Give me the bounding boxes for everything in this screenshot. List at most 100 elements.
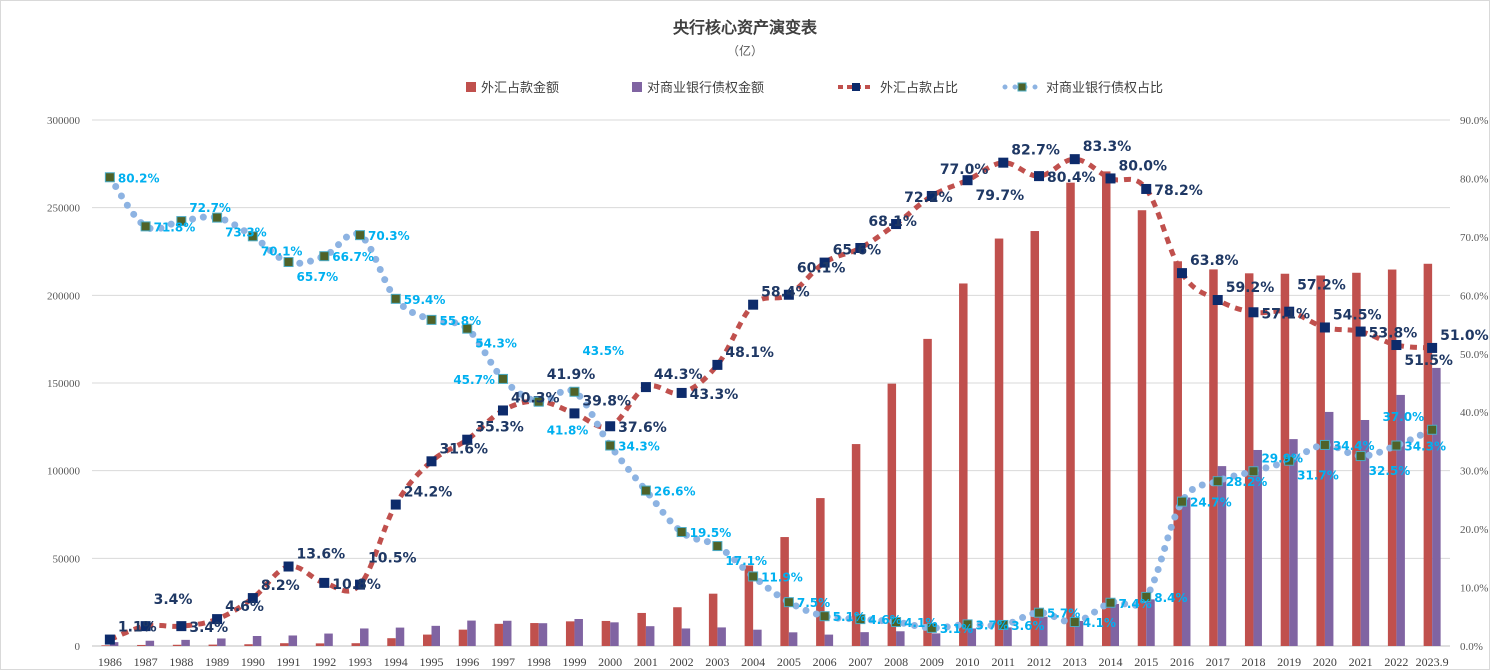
marker-claims-ratio xyxy=(891,617,902,628)
marker-claims-ratio xyxy=(605,440,616,451)
right-axis-tick: 20.0% xyxy=(1460,524,1488,536)
data-label-fx-ratio: 54.5% xyxy=(1333,307,1382,323)
data-label-fx-ratio: 3.4% xyxy=(189,620,228,636)
right-axis: 0.0% 10.0% 20.0% 30.0% 40.0% 50.0% 60.0% 70.0% 8… xyxy=(1460,115,1488,653)
bar-claims-amount xyxy=(1253,449,1262,646)
bar-claims-amount xyxy=(1217,466,1227,646)
bar-claims-amount xyxy=(431,625,440,646)
marker-claims-ratio xyxy=(998,619,1009,630)
left-axis-tick: 300000 xyxy=(47,115,81,127)
marker-fx-ratio xyxy=(819,257,830,268)
marker-fx-ratio xyxy=(1319,322,1330,333)
legend-label-fx-amount: 外汇占款金额 xyxy=(481,80,559,96)
data-label-claims-ratio: 4.6% xyxy=(868,613,901,627)
data-label-fx-ratio: 72.2% xyxy=(904,190,953,206)
bar-claims-amount xyxy=(788,632,798,646)
x-axis-tick: 2005 xyxy=(777,655,801,669)
bar-claims-amount xyxy=(931,633,941,646)
marker-claims-ratio xyxy=(712,541,723,552)
data-label-claims-ratio: 11.9% xyxy=(761,570,803,584)
bar-fx-amount xyxy=(494,623,503,646)
marker-fx-ratio xyxy=(1176,268,1187,279)
right-axis-tick: 60.0% xyxy=(1460,290,1488,302)
legend-swatch-fx-amount xyxy=(466,82,476,92)
data-label-claims-ratio: 26.6% xyxy=(654,485,696,499)
marker-fx-ratio xyxy=(712,359,723,370)
marker-fx-ratio xyxy=(998,157,1009,168)
bar-claims-amount xyxy=(1360,419,1370,646)
data-label-fx-ratio: 63.8% xyxy=(1190,253,1239,269)
x-axis-tick: 1992 xyxy=(312,655,336,669)
bar-fx-amount xyxy=(1423,263,1433,646)
bar-claims-amount xyxy=(753,629,762,646)
marker-claims-ratio xyxy=(819,611,830,622)
data-label-claims-ratio: 65.7% xyxy=(297,270,339,284)
marker-claims-ratio xyxy=(1427,424,1438,435)
marker-claims-ratio xyxy=(1212,476,1223,487)
marker-fx-ratio xyxy=(283,561,294,572)
marker-fx-ratio xyxy=(104,634,115,645)
bar-claims-amount xyxy=(1432,367,1441,646)
x-axis-tick: 2020 xyxy=(1313,655,1337,669)
marker-fx-ratio xyxy=(676,387,687,398)
bar-fx-amount xyxy=(1066,182,1075,646)
bar-claims-amount xyxy=(681,628,691,646)
data-label-claims-ratio: 34.3% xyxy=(618,440,660,454)
bar-fx-amount xyxy=(208,644,218,646)
data-label-claims-ratio: 31.7% xyxy=(1297,469,1339,483)
marker-claims-ratio xyxy=(569,386,580,397)
left-axis-tick: 200000 xyxy=(47,290,81,302)
data-label-fx-ratio: 51.5% xyxy=(1404,353,1453,369)
marker-fx-ratio xyxy=(1069,154,1080,165)
marker-fx-ratio xyxy=(926,190,937,201)
marker-claims-ratio xyxy=(462,323,473,334)
data-label-fx-ratio: 40.3% xyxy=(511,390,560,406)
marker-claims-ratio xyxy=(1391,440,1402,451)
marker-fx-ratio xyxy=(569,408,580,419)
data-label-claims-ratio: 32.5% xyxy=(1369,464,1411,478)
marker-claims-ratio xyxy=(962,619,973,630)
bar-fx-amount xyxy=(1387,269,1397,646)
right-axis-tick: 50.0% xyxy=(1460,349,1488,361)
data-label-fx-ratio: 78.2% xyxy=(1154,183,1203,199)
marker-fx-ratio xyxy=(1355,326,1366,337)
data-label-claims-ratio: 72.7% xyxy=(189,201,231,215)
data-label-claims-ratio: 70.1% xyxy=(261,244,303,258)
x-axis-tick: 2011 xyxy=(992,655,1016,669)
data-label-claims-ratio: 8.4% xyxy=(1154,591,1187,605)
bar-claims-amount xyxy=(467,620,476,646)
data-label-fx-ratio: 3.4% xyxy=(154,592,193,608)
data-label-claims-ratio: 73.3% xyxy=(225,226,267,240)
data-label-claims-ratio: 34.4% xyxy=(1333,439,1375,453)
marker-claims-ratio xyxy=(748,571,759,582)
data-label-fx-ratio: 79.7% xyxy=(976,188,1025,204)
bar-claims-amount xyxy=(538,623,548,646)
data-label-fx-ratio: 37.6% xyxy=(618,420,667,436)
bar-claims-amount xyxy=(395,627,405,646)
x-axis-tick: 2006 xyxy=(813,655,837,669)
marker-fx-ratio xyxy=(462,434,473,445)
bar-fx-amount xyxy=(851,444,861,646)
marker-claims-ratio xyxy=(640,485,651,496)
marker-fx-ratio xyxy=(1105,173,1116,184)
marker-fx-ratio xyxy=(1141,183,1152,194)
marker-claims-ratio xyxy=(783,597,794,608)
data-label-claims-ratio: 71.8% xyxy=(154,220,196,234)
data-label-fx-ratio: 31.6% xyxy=(440,441,489,457)
legend-label-claims-ratio: 对商业银行债权占比 xyxy=(1046,80,1163,96)
bar-fx-amount xyxy=(1137,210,1147,646)
data-label-fx-ratio: 51.0% xyxy=(1440,328,1489,344)
bar-fx-amount xyxy=(458,629,468,646)
legend-label-claims-amount: 对商业银行债权金额 xyxy=(647,80,764,96)
right-axis-tick: 70.0% xyxy=(1460,232,1488,244)
left-axis-tick: 100000 xyxy=(47,466,81,478)
marker-fx-ratio xyxy=(390,499,401,510)
bar-fx-amount xyxy=(351,643,361,646)
bar-claims-amount xyxy=(181,639,190,646)
bar-fx-amount xyxy=(994,238,1004,646)
marker-fx-ratio xyxy=(640,382,651,393)
marker-claims-ratio xyxy=(1034,607,1045,618)
bar-claims-amount xyxy=(1396,394,1405,646)
marker-claims-ratio xyxy=(212,212,223,223)
data-label-fx-ratio: 1.1% xyxy=(118,620,157,636)
